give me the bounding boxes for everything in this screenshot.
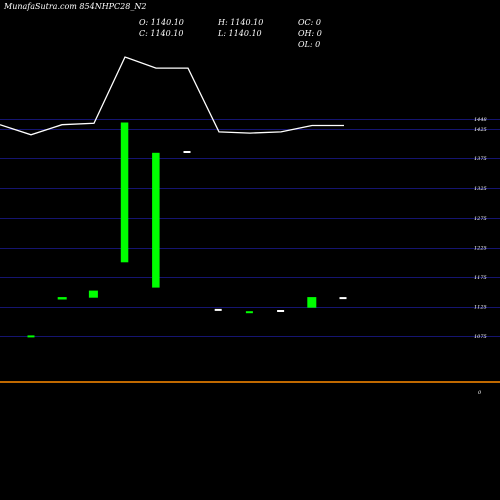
high-value: H: 1140.10 <box>218 18 264 27</box>
candle-bar <box>277 310 285 312</box>
candle-bar <box>245 311 253 314</box>
grid-lines <box>0 119 500 337</box>
candle-bar <box>57 297 67 300</box>
close-value: C: 1140.10 <box>139 29 184 38</box>
y-tick-label: 1375 <box>474 156 487 162</box>
candle-bar <box>27 335 35 338</box>
y-tick-label: 1175 <box>474 275 487 281</box>
candle-bar <box>120 122 129 263</box>
y-tick-label: 1075 <box>474 334 487 340</box>
volume-axis-label: 0 <box>478 390 482 396</box>
y-tick-label: 1225 <box>474 245 487 251</box>
candle-bar <box>307 297 317 308</box>
y-tick-label: 1275 <box>474 216 487 222</box>
candle-bar <box>339 297 347 300</box>
symbol-name: 854NHPC28_N2 <box>79 2 147 11</box>
candle-bar <box>214 308 222 311</box>
low-value: L: 1140.10 <box>218 29 262 38</box>
candle-bar <box>88 290 98 298</box>
oc-value: OC: 0 <box>298 18 322 27</box>
site-title: MunafaSutra.com <box>4 2 77 11</box>
y-tick-label: 1448 <box>474 117 487 123</box>
candle-bar <box>152 152 160 288</box>
ol-value: OL: 0 <box>298 40 321 49</box>
oh-value: OH: 0 <box>298 29 322 38</box>
candle-bars <box>27 122 347 338</box>
open-value: O: 1140.10 <box>139 18 184 27</box>
price-line <box>0 56 344 136</box>
chart-header: MunafaSutra.com 854NHPC28_N2 <box>4 2 146 11</box>
candle-bar <box>183 151 191 153</box>
y-tick-label: 1325 <box>474 186 487 192</box>
y-tick-label: 1125 <box>474 304 487 310</box>
y-tick-label: 1425 <box>474 127 487 133</box>
y-axis-ticks: 1448 1425 1375 1325 1275 1225 1175 1125 1075 <box>474 117 487 340</box>
